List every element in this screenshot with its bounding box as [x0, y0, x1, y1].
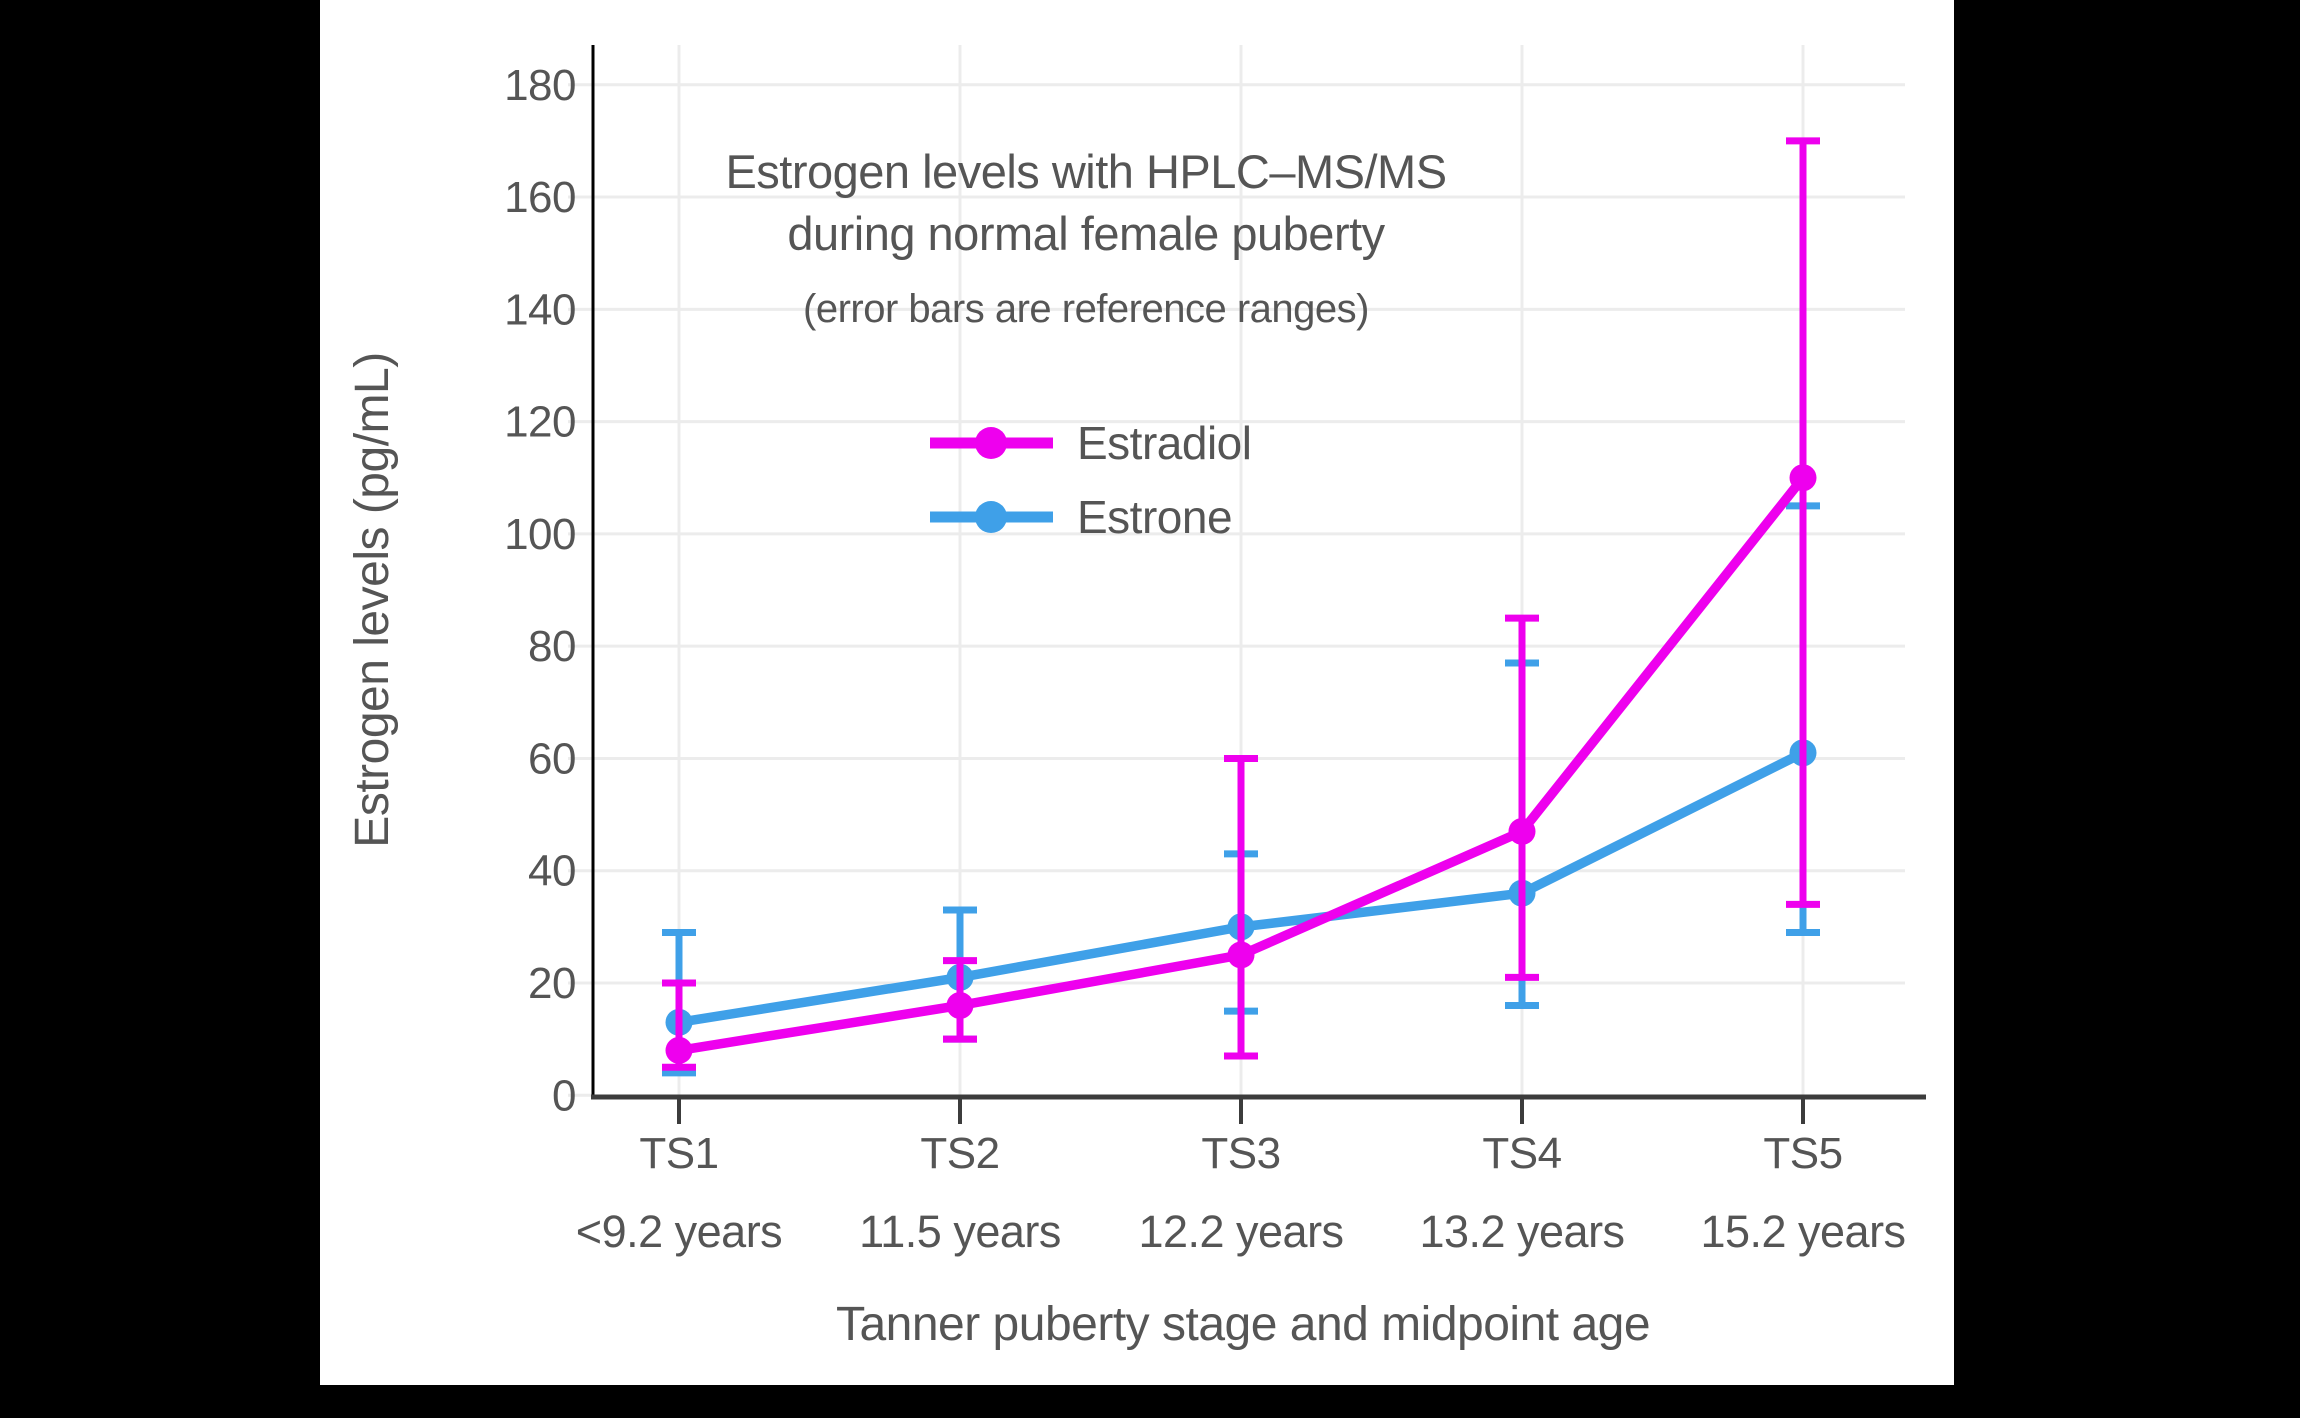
series-estradiol-marker-ts4: [1508, 817, 1536, 845]
chart-canvas: 0 20 40 60 80 100 120 140 160 180 Estrogen levels …: [320, 0, 1954, 1385]
x-axis-title: Tanner puberty stage and midpoint age: [836, 1298, 1650, 1351]
x-tick-label-ts1: TS1: [639, 1129, 718, 1178]
y-tick-label-40: 40: [528, 847, 576, 896]
x-tick-label-ts2: TS2: [920, 1129, 999, 1178]
age-label-ts3: 12.2 years: [1138, 1206, 1343, 1257]
age-label-ts1: <9.2 years: [576, 1206, 782, 1257]
y-tick-label-20: 20: [528, 959, 576, 1008]
y-tick-label-60: 60: [528, 734, 576, 783]
series-estradiol-marker-ts5: [1789, 464, 1817, 492]
y-tick-label-100: 100: [504, 510, 576, 559]
x-tick-label-ts3: TS3: [1201, 1129, 1280, 1178]
estrogen-levels-chart: 0 20 40 60 80 100 120 140 160 180 Estrogen levels …: [346, 45, 1926, 1351]
legend-estradiol-marker: [975, 427, 1007, 459]
y-tick-label-160: 160: [504, 173, 576, 222]
x-tick-label-ts4: TS4: [1482, 1129, 1561, 1178]
x-tick-label-ts5: TS5: [1763, 1129, 1842, 1178]
age-label-ts4: 13.2 years: [1419, 1206, 1624, 1257]
chart-title-line-2: during normal female puberty: [787, 207, 1385, 260]
chart-subtitle: (error bars are reference ranges): [803, 287, 1369, 331]
y-tick-label-180: 180: [504, 61, 576, 110]
y-tick-label-120: 120: [504, 398, 576, 447]
y-tick-label-80: 80: [528, 622, 576, 671]
y-axis-title: Estrogen levels (pg/mL): [346, 352, 399, 847]
series-estradiol-marker-ts2: [946, 991, 974, 1019]
chart-title-line-1: Estrogen levels with HPLC–MS/MS: [725, 145, 1446, 198]
series-estradiol-marker-ts1: [665, 1036, 693, 1064]
legend-estrone-label: Estrone: [1077, 491, 1232, 543]
y-tick-label-0: 0: [552, 1071, 576, 1120]
y-tick-label-140: 140: [504, 285, 576, 334]
series-estradiol-marker-ts3: [1227, 941, 1255, 969]
age-label-ts2: 11.5 years: [859, 1206, 1061, 1257]
age-label-ts5: 15.2 years: [1700, 1206, 1905, 1257]
legend-estrone-marker: [975, 501, 1007, 533]
legend-estradiol-label: Estradiol: [1077, 417, 1251, 469]
